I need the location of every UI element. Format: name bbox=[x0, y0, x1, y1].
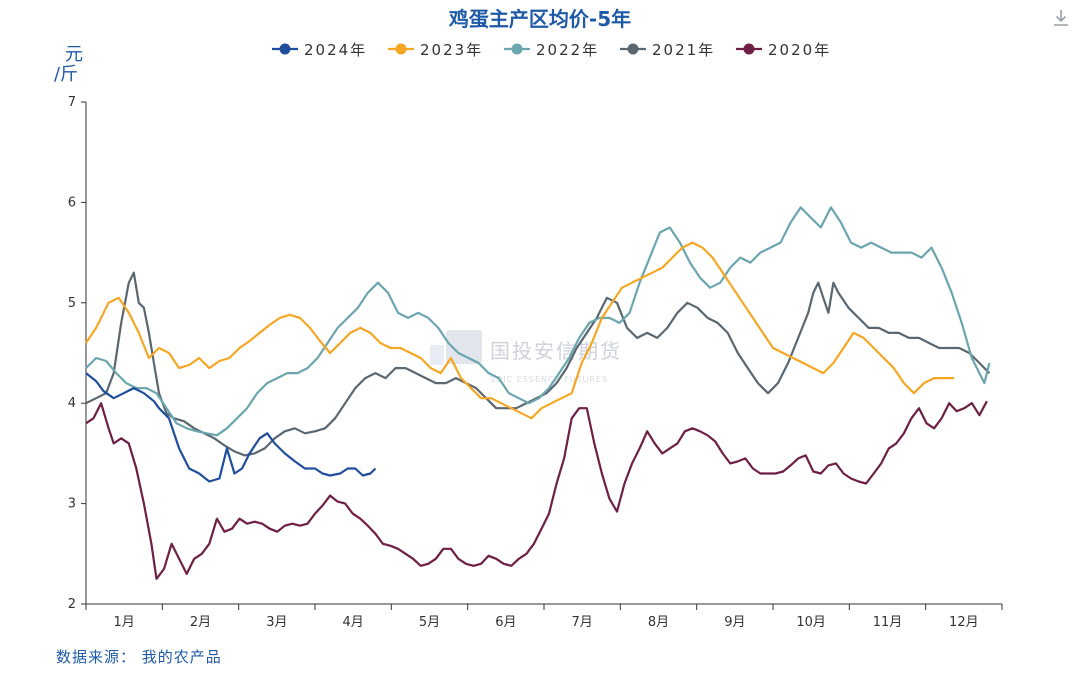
y-tick-label: 4 bbox=[68, 396, 76, 411]
x-tick-label: 6月 bbox=[495, 615, 516, 630]
series-line-2024 bbox=[85, 372, 377, 483]
legend-label: 2022年 bbox=[536, 41, 599, 59]
x-tick-label: 8月 bbox=[648, 615, 669, 630]
chart-title: 鸡蛋主产区均价-5年 bbox=[448, 7, 631, 31]
legend-marker bbox=[743, 43, 755, 55]
x-tick-label: 1月 bbox=[114, 615, 135, 630]
x-tick-label: 7月 bbox=[572, 615, 593, 630]
legend-label: 2021年 bbox=[652, 41, 715, 59]
x-tick-label: 5月 bbox=[419, 615, 440, 630]
watermark-subtext: SDIC ESSENCE FUTURES bbox=[490, 375, 608, 384]
watermark-logo-icon bbox=[446, 330, 482, 364]
x-tick-label: 12月 bbox=[949, 615, 979, 630]
legend-marker bbox=[279, 43, 291, 55]
series-line-2020 bbox=[85, 400, 988, 580]
watermark-logo-mark bbox=[430, 345, 444, 365]
x-tick-label: 3月 bbox=[266, 615, 287, 630]
legend-label: 2023年 bbox=[420, 41, 483, 59]
watermark: 国投安信期货 SDIC ESSENCE FUTURES bbox=[430, 330, 622, 384]
x-axis: 1月 2月 3月 4月 5月 6月 7月 8月 9月 10月 11月 12月 bbox=[85, 603, 1003, 630]
y-axis: 2 3 4 5 6 7 bbox=[68, 95, 87, 612]
x-tick-label: 10月 bbox=[796, 615, 826, 630]
x-tick-label: 2月 bbox=[190, 615, 211, 630]
y-axis-unit-bottom: /斤 bbox=[54, 64, 78, 85]
y-tick-label: 7 bbox=[68, 95, 76, 110]
legend-marker bbox=[511, 43, 523, 55]
series-line-2023 bbox=[85, 241, 955, 420]
y-axis-unit-top: 元 bbox=[65, 44, 83, 65]
x-tick-label: 4月 bbox=[343, 615, 364, 630]
y-tick-label: 3 bbox=[68, 497, 76, 512]
download-icon[interactable] bbox=[1052, 8, 1070, 28]
y-tick-label: 2 bbox=[68, 597, 76, 612]
series-layer bbox=[85, 206, 991, 580]
y-tick-label: 5 bbox=[68, 296, 76, 311]
legend-label: 2024年 bbox=[304, 41, 367, 59]
legend-label: 2020年 bbox=[768, 41, 831, 59]
legend-marker bbox=[395, 43, 407, 55]
x-tick-label: 9月 bbox=[724, 615, 745, 630]
series-line-2021 bbox=[85, 271, 991, 457]
series-line-2022 bbox=[85, 206, 991, 437]
source-note: 数据来源： 我的农产品 bbox=[56, 648, 222, 666]
watermark-text: 国投安信期货 bbox=[490, 339, 622, 363]
x-tick-label: 11月 bbox=[873, 615, 903, 630]
y-tick-label: 6 bbox=[68, 195, 76, 210]
legend: 2024年 2023年 2022年 2021年 2020年 bbox=[272, 41, 831, 59]
legend-marker bbox=[627, 43, 639, 55]
